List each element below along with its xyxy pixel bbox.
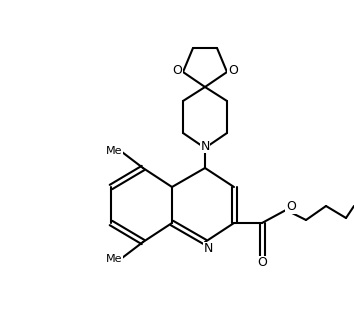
Text: N: N [200,139,210,153]
Text: O: O [257,257,267,269]
Text: O: O [286,201,296,214]
Text: Me: Me [106,254,122,264]
Text: Me: Me [106,146,122,156]
Text: O: O [172,64,182,78]
Text: N: N [203,242,213,256]
Text: O: O [228,64,238,78]
